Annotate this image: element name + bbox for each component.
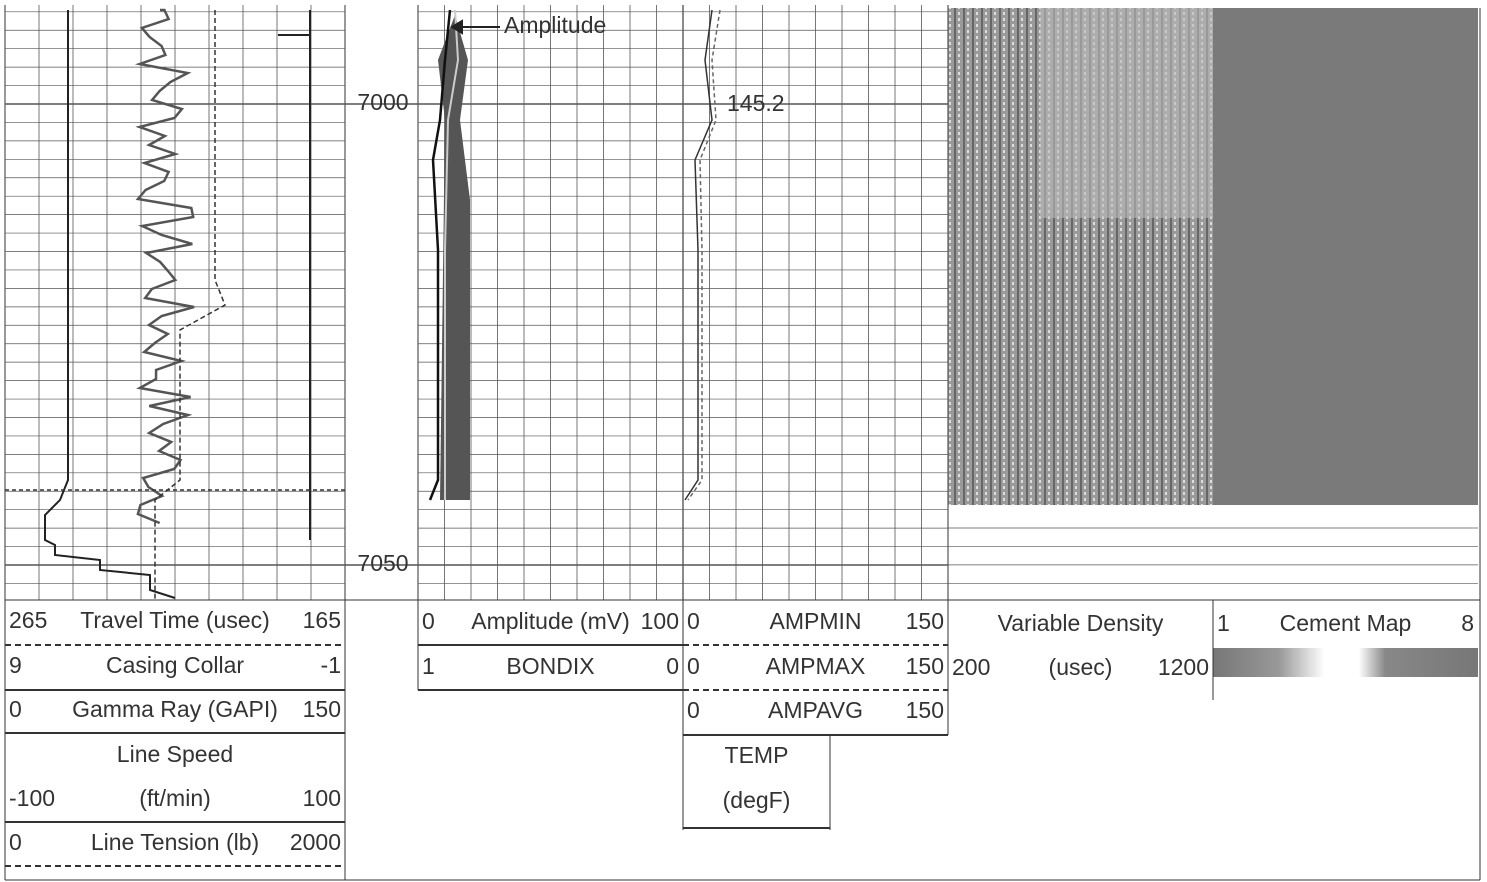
curve-name: Amplitude (mV) [471, 608, 629, 634]
scale-left: 265 [9, 607, 47, 633]
curve-name: AMPMIN [770, 608, 862, 634]
cement-map-image [1213, 8, 1478, 505]
curve-name: (ft/min) [139, 785, 211, 811]
curve-name: TEMP [725, 742, 789, 768]
curve-name: AMPMAX [766, 653, 866, 679]
scale-left: 1 [422, 653, 435, 679]
curve-name: Gamma Ray (GAPI) [72, 696, 278, 722]
scale-right: 8 [1461, 610, 1474, 636]
amp-curve [684, 9, 713, 501]
casing-collar-curve [154, 10, 226, 600]
scale-right: 165 [303, 607, 341, 633]
scale-left: 1 [1217, 610, 1230, 636]
annotation: 145.2 [727, 90, 785, 116]
scale-left: 0 [422, 608, 435, 634]
curve-name: (degF) [723, 787, 791, 813]
vdl-noise [1040, 8, 1215, 218]
annotation: Amplitude [504, 12, 606, 38]
curve-name: Cement Map [1280, 610, 1412, 636]
depth-label: 7050 [357, 550, 408, 576]
scale-left: 200 [952, 654, 990, 680]
curve-name: Line Speed [117, 741, 233, 767]
curve-name: (usec) [1049, 654, 1113, 680]
curve-name: Variable Density [998, 610, 1164, 636]
scale-right: 100 [641, 608, 679, 634]
scale-left: -100 [9, 785, 55, 811]
scale-right: 150 [303, 696, 341, 722]
travel-time-curve [44, 10, 176, 599]
depth-label: 7000 [357, 89, 408, 115]
gamma-ray-curve [134, 8, 195, 525]
scale-right: 1200 [1158, 654, 1209, 680]
annotation-arrow [450, 19, 500, 35]
scale-right: 2000 [290, 829, 341, 855]
scale-right: 150 [906, 697, 944, 723]
scale-right: 150 [906, 608, 944, 634]
cement-map-scale [1213, 648, 1478, 677]
scale-right: 150 [906, 653, 944, 679]
scale-left: 0 [9, 829, 22, 855]
scale-left: 0 [687, 653, 700, 679]
scale-left: 9 [9, 652, 22, 678]
bondix-curve [444, 9, 460, 500]
scale-right: 100 [303, 785, 341, 811]
scale-left: 0 [9, 696, 22, 722]
tension-curve [278, 10, 311, 540]
curve-name: Travel Time (usec) [80, 607, 270, 633]
curve-name: AMPAVG [768, 697, 863, 723]
scale-right: 0 [666, 653, 679, 679]
amplitude-curve [428, 9, 452, 501]
scale-left: 0 [687, 697, 700, 723]
curve-name: Casing Collar [106, 652, 244, 678]
scale-right: -1 [321, 652, 341, 678]
curve-name: Line Tension (lb) [91, 829, 259, 855]
scale-left: 0 [687, 608, 700, 634]
curve-name: BONDIX [506, 653, 594, 679]
amp-curve [687, 9, 721, 501]
